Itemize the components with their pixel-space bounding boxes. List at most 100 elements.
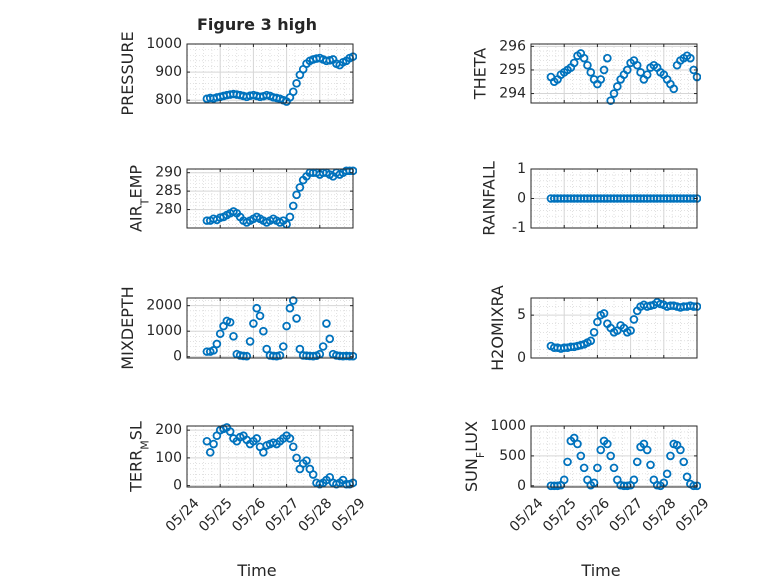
data-series: [202, 296, 357, 361]
plot-area: [531, 44, 697, 103]
data-point: [302, 456, 311, 465]
y-tick-label: 0: [173, 349, 182, 365]
data-point: [288, 442, 298, 452]
data-point: [642, 70, 652, 79]
data-point: [252, 303, 262, 313]
y-axis-label: RAINFALL: [479, 161, 498, 236]
x-axis-label-left: Time: [236, 561, 276, 580]
x-tick-label: 05/29: [329, 495, 369, 535]
data-point: [282, 321, 291, 331]
data-point: [288, 87, 298, 97]
y-tick-label: 290: [155, 165, 182, 181]
axes-box: [186, 168, 354, 229]
data-point: [632, 457, 642, 467]
data-point: [573, 439, 582, 449]
y-axis-label: H2OMIXRA: [488, 285, 507, 371]
data-point: [586, 68, 596, 77]
data-point: [322, 319, 331, 328]
y-tick-label: 0: [517, 191, 526, 207]
data-point: [609, 463, 619, 473]
y-tick-label: 1000: [146, 36, 182, 52]
subplot-rainfall: -1 0 1 RAINFALL: [479, 161, 701, 236]
y-tick-label: 0: [173, 478, 182, 494]
y-tick-label: 1000: [146, 323, 182, 339]
axes-box: [530, 43, 698, 104]
y-axis-label: THETA: [471, 48, 490, 100]
data-point: [583, 60, 592, 70]
data-point: [569, 58, 579, 68]
data-point: [626, 326, 635, 335]
data-point: [603, 439, 612, 449]
data-point: [589, 478, 599, 488]
y-tick-label: 800: [155, 92, 182, 108]
data-point: [563, 457, 572, 467]
data-point: [292, 79, 301, 88]
data-point: [292, 190, 301, 200]
data-point: [325, 334, 335, 344]
x-axis-label-right: Time: [580, 561, 620, 580]
y-tick-label: 285: [155, 183, 182, 199]
data-point: [629, 315, 639, 324]
subplot-h2omixra: 0 5 H2OMIXRA: [488, 285, 701, 371]
y-tick-label: 1000: [490, 418, 526, 434]
data-point: [606, 96, 615, 105]
data-point: [225, 427, 235, 436]
data-point: [579, 463, 589, 473]
x-tick-label: 05/29: [673, 495, 713, 535]
data-series: [202, 52, 357, 106]
data-point: [209, 439, 218, 449]
data-point: [593, 317, 602, 327]
y-axis-label: MIXDEPTH: [118, 286, 137, 369]
data-point: [259, 448, 268, 457]
data-point: [252, 434, 262, 443]
data-point: [559, 475, 569, 485]
data-point: [613, 82, 622, 91]
y-tick-label: 200: [155, 422, 182, 438]
data-point: [632, 60, 642, 70]
data-point: [646, 460, 655, 470]
data-series: [546, 433, 701, 491]
data-point: [215, 329, 225, 339]
data-point: [205, 448, 215, 457]
y-tick-label: 100: [155, 450, 182, 466]
data-series: [202, 166, 357, 229]
data-point: [596, 75, 606, 84]
subplot-theta: 294 295 296 THETA: [471, 38, 701, 105]
x-tick-label: 05/24: [507, 495, 547, 535]
data-point: [262, 344, 271, 354]
data-point: [245, 337, 255, 346]
data-point: [629, 475, 639, 485]
data-point: [292, 314, 301, 323]
data-point: [622, 65, 632, 75]
data-point: [212, 339, 222, 349]
x-tick-label: 05/26: [573, 495, 613, 535]
data-point: [586, 336, 596, 346]
data-point: [288, 201, 298, 211]
y-axis-label: SUNFLUX: [462, 421, 487, 492]
data-series: [546, 297, 701, 353]
axes-box: [186, 297, 354, 359]
data-point: [259, 326, 268, 336]
data-point: [249, 319, 258, 328]
y-tick-label: 295: [499, 62, 526, 78]
data-point: [295, 183, 305, 192]
data-point: [275, 351, 285, 360]
subplot-pressure: 800 900 1000 PRESSURE: [118, 31, 357, 116]
data-point: [209, 346, 218, 355]
subplot-mixdepth: 0 1000 2000 MIXDEPTH: [118, 286, 357, 370]
y-tick-label: 280: [155, 202, 182, 218]
x-tick-label: 05/28: [640, 495, 680, 535]
data-point: [593, 463, 602, 473]
data-point: [576, 451, 586, 461]
data-point: [288, 296, 298, 305]
data-point: [242, 351, 252, 361]
data-point: [589, 327, 599, 337]
y-tick-label: 2000: [146, 298, 182, 314]
data-point: [579, 53, 589, 63]
data-point: [225, 317, 235, 327]
y-tick-label: 5: [517, 307, 526, 323]
y-tick-label: 500: [499, 448, 526, 464]
data-point: [606, 451, 615, 461]
